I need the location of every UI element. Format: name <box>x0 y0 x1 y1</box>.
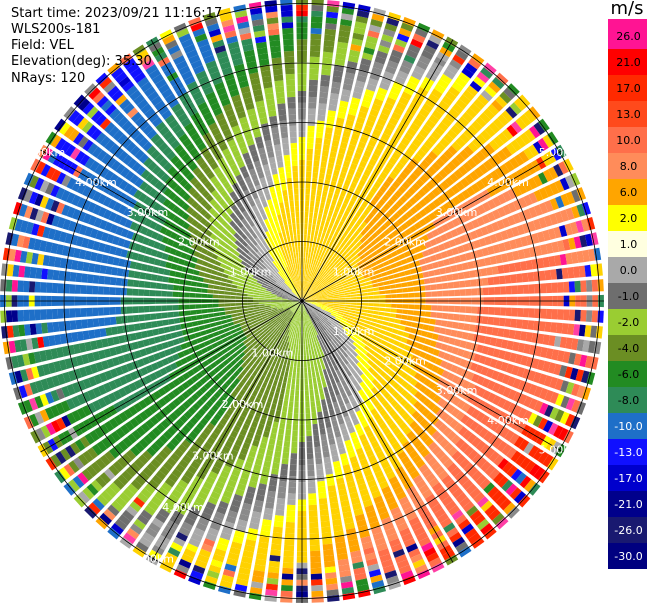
range-label: 3.00km <box>436 206 478 219</box>
colorbar-tick-label: 2.0 <box>620 212 638 225</box>
range-label: 5.00km <box>539 444 581 457</box>
colorbar-swatch <box>608 361 647 387</box>
colorbar-swatch <box>608 205 647 231</box>
range-label: 4.00km <box>75 176 117 189</box>
colorbar-tick-label: -26.0 <box>614 524 642 537</box>
colorbar-tick-label: -2.0 <box>618 316 639 329</box>
colorbar-tick-label: -4.0 <box>618 342 639 355</box>
elevation-label: Elevation(deg): 35.30 <box>11 54 152 69</box>
colorbar-swatch <box>608 231 647 257</box>
azimuth-spoke <box>301 300 564 453</box>
colorbar-tick-label: -1.0 <box>618 290 639 303</box>
azimuth-spoke <box>150 300 303 563</box>
field-label: Field: VEL <box>11 38 74 53</box>
colorbar-swatch <box>608 49 647 75</box>
colorbar-swatch <box>608 75 647 101</box>
range-label: 2.00km <box>384 355 426 368</box>
colorbar-tick-label: -6.0 <box>618 368 639 381</box>
range-label: 2.00km <box>178 236 220 249</box>
azimuth-spoke <box>40 300 303 453</box>
range-label: 3.00km <box>192 450 234 463</box>
range-label: 4.00km <box>487 176 529 189</box>
azimuth-spoke <box>301 300 454 563</box>
colorbar-swatch <box>608 257 647 283</box>
start-time-label: Start time: 2023/09/21 11:16:17 <box>11 6 223 21</box>
colorbar-unit: m/s <box>610 0 644 19</box>
colorbar-swatch <box>608 101 647 127</box>
range-label: 1.00km <box>230 265 272 278</box>
range-label: 4.00km <box>162 501 204 514</box>
colorbar-swatch <box>608 179 647 205</box>
colorbar-top-cap <box>608 19 647 23</box>
colorbar-swatch <box>608 127 647 153</box>
range-label: 5.00km <box>132 553 174 566</box>
colorbar-swatch <box>608 23 647 49</box>
colorbar-swatch <box>608 491 647 517</box>
range-label: 2.00km <box>384 236 426 249</box>
colorbar-tick-label: -8.0 <box>618 394 639 407</box>
colorbar-tick-label: 1.0 <box>620 238 638 251</box>
colorbar-tick-label: -30.0 <box>614 550 642 563</box>
colorbar-tick-label: 0.0 <box>620 264 638 277</box>
range-label: 2.00km <box>222 398 264 411</box>
colorbar-tick-label: -17.0 <box>614 472 642 485</box>
colorbar: 26.0 21.0 17.0 13.0 10.0 8.0 6.0 2.0 1.0 0.0 -1.0 -… <box>608 19 647 569</box>
range-label: 5.00km <box>539 146 581 159</box>
colorbar-tick-label: -10.0 <box>614 420 642 433</box>
colorbar-tick-label: 13.0 <box>616 108 641 121</box>
colorbar-swatch <box>608 439 647 465</box>
colorbar-tick-label: 21.0 <box>616 56 641 69</box>
colorbar-swatch <box>608 413 647 439</box>
azimuth-spoke <box>40 149 303 302</box>
range-label: 3.00km <box>127 206 169 219</box>
colorbar-tick-label: 6.0 <box>620 186 638 199</box>
colorbar-tick-label: 26.0 <box>616 30 641 43</box>
colorbar-swatch <box>608 153 647 179</box>
colorbar-tick-label: -13.0 <box>614 446 642 459</box>
range-label: 1.00km <box>333 325 375 338</box>
colorbar-swatch <box>608 335 647 361</box>
instrument-label: WLS200s-181 <box>11 22 101 37</box>
azimuth-spoke <box>301 39 454 302</box>
nrays-label: NRays: 120 <box>11 71 86 86</box>
colorbar-swatch <box>608 309 647 335</box>
colorbar-tick-label: 8.0 <box>620 160 638 173</box>
colorbar-tick-label: 10.0 <box>616 134 641 147</box>
range-grid: 1.00km 1.00km 1.00km 1.00km 2.00km 2.00km 2.00… <box>0 0 604 603</box>
range-label: 4.00km <box>487 414 529 427</box>
azimuth-spoke <box>150 39 303 302</box>
colorbar-swatch <box>608 517 647 543</box>
colorbar-swatch <box>608 543 647 569</box>
colorbar-swatch <box>608 283 647 309</box>
range-label: 3.00km <box>436 384 478 397</box>
range-label: 1.00km <box>252 347 294 360</box>
colorbar-tick-label: -21.0 <box>614 498 642 511</box>
azimuth-spoke <box>301 149 564 302</box>
colorbar-swatch <box>608 387 647 413</box>
range-label: 1.00km <box>333 265 375 278</box>
colorbar-swatch <box>608 465 647 491</box>
range-label: 5.00km <box>24 146 66 159</box>
colorbar-tick-label: 17.0 <box>616 82 641 95</box>
